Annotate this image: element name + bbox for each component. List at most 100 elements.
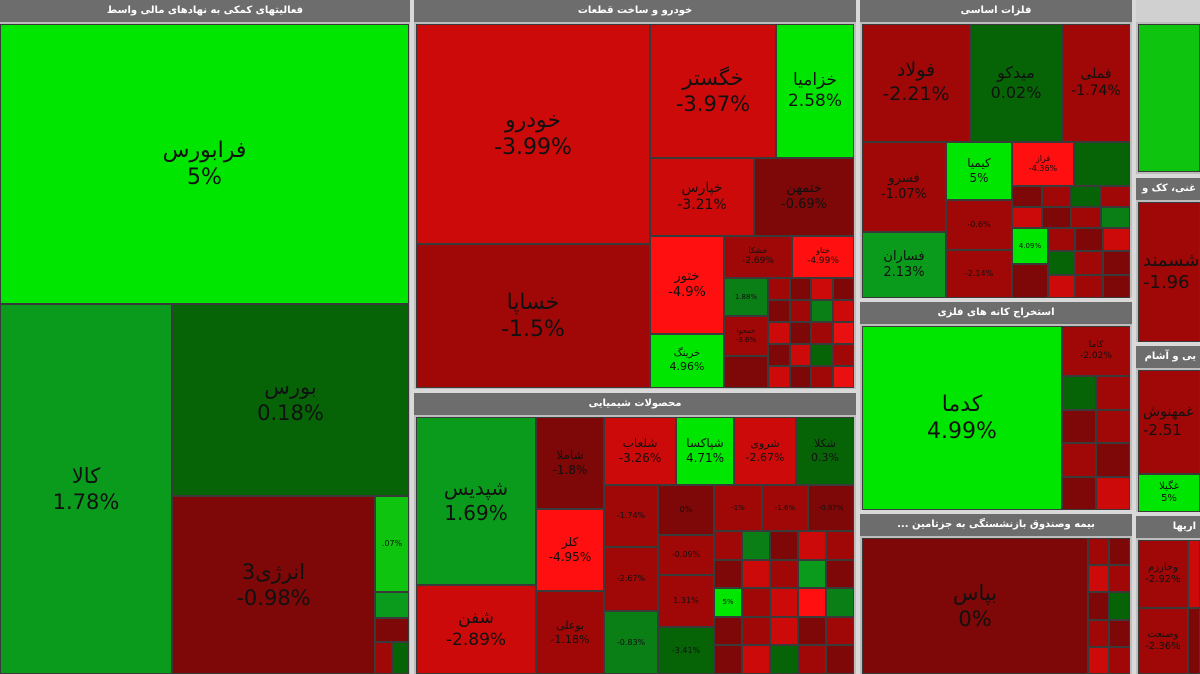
tile-tiny[interactable] (1071, 207, 1101, 228)
tile-chem-small-4[interactable]: -2.67% (604, 547, 658, 611)
tile-auto-small-1[interactable]: خشکا -2.69% (724, 236, 792, 278)
tile-khenmehr[interactable]: ختمهن -0.69% (754, 158, 854, 236)
tile-tiny[interactable] (1088, 565, 1109, 593)
tile-tiny[interactable] (1096, 376, 1130, 410)
tile-bepas[interactable]: بپاس 0% (862, 538, 1088, 674)
tile-tiny[interactable] (770, 559, 798, 589)
tile-tiny[interactable] (1096, 443, 1130, 477)
tile-tiny[interactable] (770, 645, 798, 674)
tile-tiny[interactable] (1075, 251, 1103, 275)
tile-vekharazm[interactable]: وخارزم -2.92% (1138, 540, 1188, 608)
tile-ghgila[interactable]: غگیلا 5% (1138, 474, 1200, 512)
tile-chem-small-10[interactable]: -0.97% (808, 485, 854, 531)
tile-chem-small-5[interactable]: 1.31% (658, 575, 714, 627)
tile-tiny[interactable] (770, 616, 798, 646)
tile-tiny[interactable] (811, 278, 833, 300)
tile-tiny[interactable] (826, 559, 854, 589)
tile-khegostar[interactable]: خگستر -3.97% (650, 24, 776, 158)
tile-tiny[interactable] (768, 300, 790, 322)
tile-shepaksa[interactable]: شپاکسا 4.71% (676, 417, 734, 485)
tile-tiny[interactable] (1012, 207, 1042, 228)
tile-chem-small-2[interactable]: 0% (658, 485, 714, 535)
tile-fin-small-4[interactable] (375, 642, 392, 674)
tile-tiny[interactable] (1109, 565, 1130, 593)
tile-tiny[interactable] (1109, 538, 1130, 566)
tile-tiny[interactable] (1088, 538, 1109, 566)
tile-tiny[interactable] (832, 366, 854, 388)
tile-kimia[interactable]: کیمیا 5% (946, 142, 1012, 200)
tile-tiny[interactable] (1100, 207, 1130, 228)
tile-metal-tiny-b[interactable] (1012, 264, 1048, 298)
tile-buali[interactable]: بوعلی -1.18% (536, 591, 604, 674)
tile-tiny[interactable] (1062, 376, 1096, 410)
tile-tiny[interactable] (1109, 646, 1130, 674)
tile-metal-small-2[interactable]: -2.14% (946, 250, 1012, 298)
tile-auto-small-4[interactable]: خمحوا -3.6% (724, 316, 768, 356)
tile-chem-small-9[interactable]: -1.6% (762, 485, 808, 531)
tile-kaama[interactable]: کاما -2.02% (1062, 326, 1130, 376)
tile-tiny[interactable] (1096, 409, 1130, 443)
tile-tiny[interactable] (742, 559, 770, 589)
tile-tiny[interactable] (1096, 476, 1130, 510)
tile-tiny[interactable] (742, 616, 770, 646)
tile-tiny[interactable] (789, 366, 811, 388)
tile-fin-small-1[interactable]: .07% (375, 496, 409, 592)
tile-tiny[interactable] (1102, 251, 1130, 275)
tile-edge3-tiny-b[interactable] (1188, 608, 1200, 674)
tile-fin-small-2[interactable] (375, 592, 409, 618)
tile-fameli[interactable]: فملی -1.74% (1062, 24, 1130, 142)
tile-sheroo[interactable]: شروی -2.67% (734, 417, 796, 485)
tile-tiny[interactable] (742, 588, 770, 617)
tile-energy3[interactable]: انرژی3 -0.98% (172, 496, 375, 674)
tile-tiny[interactable] (714, 531, 742, 560)
tile-tiny[interactable] (1100, 186, 1130, 207)
tile-tiny[interactable] (768, 344, 790, 366)
tile-tiny[interactable] (1109, 619, 1130, 647)
tile-tiny[interactable] (826, 531, 854, 560)
tile-tiny[interactable] (798, 588, 826, 617)
tile-tiny[interactable] (768, 366, 790, 388)
tile-shafan[interactable]: شفن -2.89% (416, 585, 536, 674)
tile-chem-small-1[interactable]: -1.74% (604, 485, 658, 547)
tile-kala[interactable]: کالا 1.78% (0, 304, 172, 674)
tile-tiny[interactable] (1075, 274, 1103, 298)
tile-kadama[interactable]: کدما 4.99% (862, 326, 1062, 510)
tile-tiny[interactable] (1048, 274, 1076, 298)
tile-shalab[interactable]: شلعاب -3.26% (604, 417, 676, 485)
tile-tiny[interactable] (1071, 186, 1101, 207)
tile-tiny[interactable] (798, 616, 826, 646)
tile-edge3-tiny[interactable] (1188, 540, 1200, 608)
tile-ghmahoosh[interactable]: غمهنوش -2.51 (1138, 370, 1200, 474)
tile-kharing[interactable]: خرینگ 4.96% (650, 334, 724, 388)
tile-tiny[interactable] (1088, 592, 1109, 620)
tile-faraz[interactable]: فراز -4.36% (1012, 142, 1074, 186)
tile-khavar[interactable]: ختور -4.9% (650, 236, 724, 334)
tile-tiny[interactable] (789, 278, 811, 300)
tile-tiny[interactable] (1041, 186, 1071, 207)
tile-metal-small-3[interactable]: 4.09% (1012, 228, 1048, 264)
tile-faraborse[interactable]: فرابورس 5% (0, 24, 409, 304)
tile-tiny[interactable] (798, 645, 826, 674)
tile-tiny[interactable] (811, 344, 833, 366)
tile-fesaran[interactable]: فساران 2.13% (862, 232, 946, 298)
tile-tiny[interactable] (768, 322, 790, 344)
tile-tiny[interactable] (789, 322, 811, 344)
tile-tiny[interactable] (1048, 228, 1076, 252)
tile-bourse[interactable]: بورس 0.18% (172, 304, 409, 496)
tile-shepdis[interactable]: شپدیس 1.69% (416, 417, 536, 585)
tile-auto-small-3[interactable]: 1.88% (724, 278, 768, 316)
tile-tiny[interactable] (1102, 228, 1130, 252)
tile-tiny[interactable] (832, 344, 854, 366)
tile-tiny[interactable] (789, 344, 811, 366)
tile-tiny[interactable] (768, 278, 790, 300)
tile-tiny[interactable] (811, 322, 833, 344)
tile-khesapa[interactable]: خساپا -1.5% (416, 244, 650, 388)
tile-tiny[interactable] (1062, 409, 1096, 443)
tile-chem-small-3[interactable]: -0.09% (658, 535, 714, 575)
tile-tiny[interactable] (742, 531, 770, 560)
tile-foolad[interactable]: فولاد -2.21% (862, 24, 970, 142)
tile-chem-small-8[interactable]: -1% (714, 485, 762, 531)
tile-tiny[interactable] (1041, 207, 1071, 228)
tile-shamla[interactable]: شاملا -1.8% (536, 417, 604, 509)
tile-tiny[interactable] (811, 366, 833, 388)
